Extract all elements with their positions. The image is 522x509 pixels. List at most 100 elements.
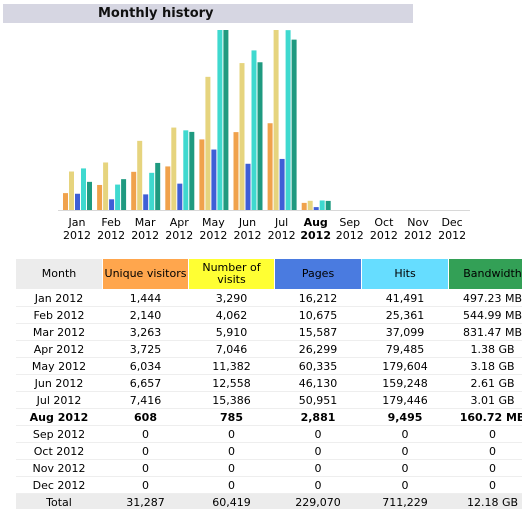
table-cell: Apr 2012 — [15, 340, 103, 358]
table-cell: 9,495 — [361, 408, 449, 426]
bar — [205, 76, 211, 210]
x-tick-label: Feb 2012 — [97, 216, 126, 242]
bar — [165, 166, 171, 210]
table-cell: 12,558 — [188, 374, 275, 392]
table-cell: Oct 2012 — [15, 442, 103, 460]
bar — [257, 62, 263, 210]
table-cell: 0 — [361, 442, 449, 460]
bar — [131, 171, 137, 210]
table-cell: 1,444 — [102, 289, 189, 307]
x-tick-label: Dec 2012 — [438, 216, 467, 242]
table-cell: 46,130 — [274, 374, 362, 392]
bar — [81, 168, 86, 210]
table-cell: 2,140 — [102, 306, 189, 324]
table-cell: 159,248 — [361, 374, 449, 392]
table-cell: 0 — [102, 442, 189, 460]
bar — [245, 163, 251, 210]
total-cell: Total — [15, 493, 103, 509]
bar — [69, 171, 74, 210]
bar — [267, 123, 273, 210]
bar — [189, 131, 195, 210]
bar — [313, 207, 319, 210]
bar — [171, 127, 177, 210]
table-cell: 6,657 — [102, 374, 189, 392]
table-cell: 0 — [274, 425, 362, 443]
bar — [291, 39, 297, 210]
total-cell: 711,229 — [361, 493, 449, 509]
table-row: Jul 2012 7,416 15,386 50,951 179,446 3.01 GB — [15, 391, 522, 409]
table-cell: Aug 2012 — [15, 408, 103, 426]
total-cell: 12.18 GB — [448, 493, 522, 509]
table-cell: Dec 2012 — [15, 476, 103, 494]
chart-title: Monthly history — [98, 6, 214, 21]
table-cell: 41,491 — [361, 289, 449, 307]
x-tick-label: May 2012 — [199, 216, 228, 242]
bar — [109, 199, 115, 210]
bar — [177, 183, 183, 210]
table-cell: 179,446 — [361, 391, 449, 409]
table-cell: Nov 2012 — [15, 459, 103, 477]
total-cell: 60,419 — [188, 493, 275, 509]
table-cell: Mar 2012 — [15, 323, 103, 341]
column-header: Number of visits — [188, 258, 275, 290]
table-cell: 3.18 GB — [448, 357, 522, 375]
table-cell: 37,099 — [361, 323, 449, 341]
table-cell: 1.38 GB — [448, 340, 522, 358]
table-cell: 0 — [448, 442, 522, 460]
bar — [279, 158, 285, 210]
bar — [155, 162, 161, 210]
bar — [251, 50, 257, 211]
table-cell: May 2012 — [15, 357, 103, 375]
total-cell: 229,070 — [274, 493, 362, 509]
table-cell: 0 — [274, 442, 362, 460]
table-cell: Feb 2012 — [15, 306, 103, 324]
table-cell: 7,046 — [188, 340, 275, 358]
table-cell: 3,725 — [102, 340, 189, 358]
x-tick-label: Jan 2012 — [63, 216, 91, 242]
x-tick-label: Oct 2012 — [369, 216, 398, 242]
table-cell: 50,951 — [274, 391, 362, 409]
column-header: Month — [15, 258, 103, 290]
table-cell: Jul 2012 — [15, 391, 103, 409]
table-cell: 4,062 — [188, 306, 275, 324]
table-cell: 0 — [188, 425, 275, 443]
table-cell: 0 — [188, 442, 275, 460]
table-cell: 10,675 — [274, 306, 362, 324]
table-row: Apr 2012 3,725 7,046 26,299 79,485 1.38 GB — [15, 340, 522, 358]
table-row: Sep 2012 0 0 0 0 0 — [15, 425, 522, 443]
table-cell: 160.72 MB — [448, 408, 522, 426]
table-cell: 0 — [361, 459, 449, 477]
table-row: Feb 2012 2,140 4,062 10,675 25,361 544.99 MB — [15, 306, 522, 324]
x-tick-label: Apr 2012 — [165, 216, 194, 242]
table-row: Aug 2012 608 785 2,881 9,495 160.72 MB — [15, 408, 522, 426]
total-row: Total 31,287 60,419 229,070 711,229 12.18 GB — [15, 493, 522, 509]
bar — [233, 132, 239, 210]
bar — [273, 30, 279, 210]
table-cell: 6,034 — [102, 357, 189, 375]
table-row: May 2012 6,034 11,382 60,335 179,604 3.18 GB — [15, 357, 522, 375]
bar — [211, 149, 217, 210]
bar — [239, 63, 245, 210]
table-cell: 25,361 — [361, 306, 449, 324]
table-cell: 0 — [361, 476, 449, 494]
table-cell: 11,382 — [188, 357, 275, 375]
table-cell: 16,212 — [274, 289, 362, 307]
bar — [319, 200, 325, 210]
table-cell: Sep 2012 — [15, 425, 103, 443]
bar — [63, 193, 68, 210]
table-cell: 60,335 — [274, 357, 362, 375]
table-cell: 0 — [102, 459, 189, 477]
table-cell: 544.99 MB — [448, 306, 522, 324]
bar — [87, 181, 92, 210]
table-cell: 2.61 GB — [448, 374, 522, 392]
bar — [75, 193, 80, 210]
bar — [183, 130, 189, 210]
table-cell: 0 — [102, 476, 189, 494]
table-cell: 7,416 — [102, 391, 189, 409]
table-cell: 179,604 — [361, 357, 449, 375]
bar — [217, 30, 223, 210]
table-cell: 0 — [448, 476, 522, 494]
table-row: Mar 2012 3,263 5,910 15,587 37,099 831.47 MB — [15, 323, 522, 341]
bar — [223, 30, 229, 210]
